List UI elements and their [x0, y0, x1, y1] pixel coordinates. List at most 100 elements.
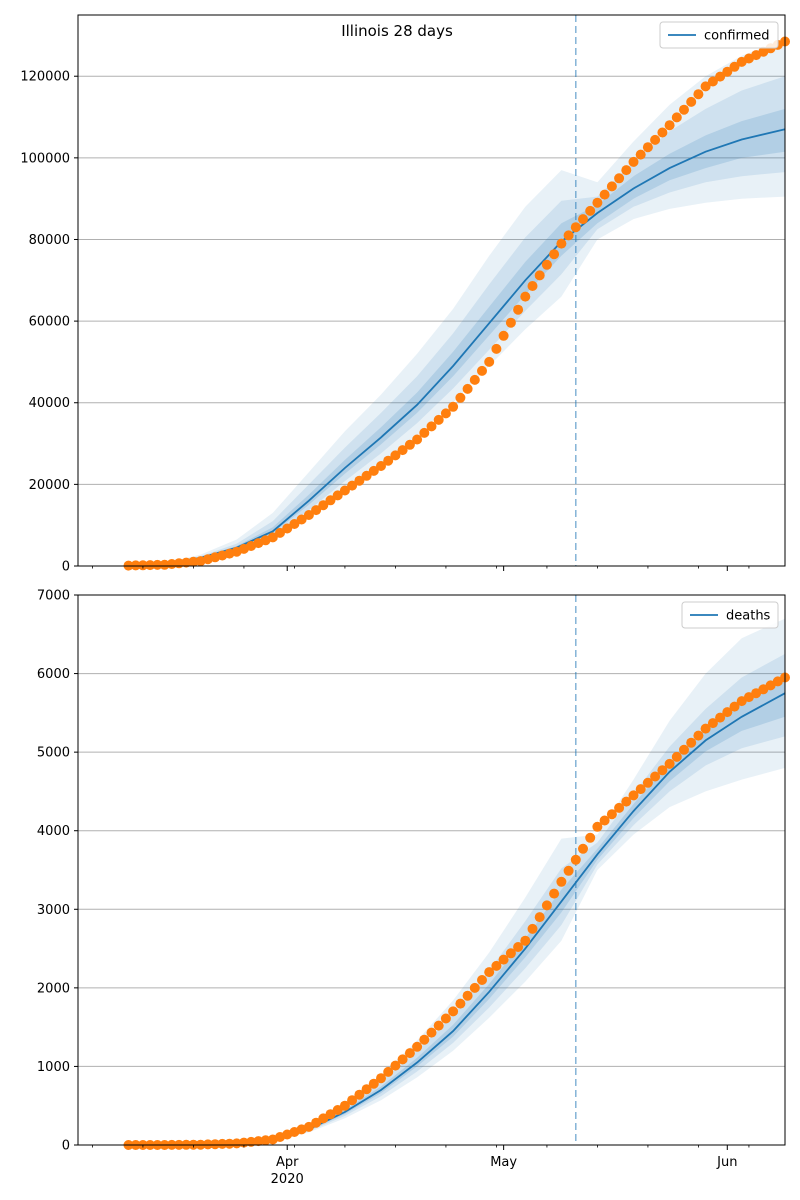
observed-point — [491, 343, 502, 354]
observed-point — [671, 751, 682, 762]
legend-box — [659, 21, 779, 49]
observed-point — [715, 712, 726, 723]
observed-point — [657, 765, 668, 776]
observed-point — [347, 1095, 358, 1106]
axes-frame — [77, 14, 786, 567]
uncertainty-band — [128, 618, 785, 1145]
observed-point — [217, 1138, 228, 1149]
observed-point — [527, 281, 538, 291]
observed-point — [570, 854, 581, 865]
observed-point — [448, 1006, 459, 1017]
observed-point — [635, 784, 646, 795]
observed-point — [433, 1020, 444, 1031]
observed-point — [628, 156, 639, 167]
observed-point — [592, 197, 603, 208]
observed-point — [722, 707, 733, 718]
observed-point — [477, 975, 487, 985]
x-tick-label: May — [490, 1155, 517, 1170]
observed-point — [390, 450, 401, 461]
observed-point — [650, 134, 661, 145]
observed-point — [679, 104, 689, 115]
y-tick-label: 3000 — [37, 903, 70, 918]
observed-point — [383, 455, 394, 466]
observed-point — [585, 832, 596, 843]
observed-point — [412, 434, 423, 445]
uncertainty-band — [128, 653, 785, 1145]
observed-point — [267, 532, 278, 543]
observed-point — [448, 401, 459, 412]
observed-point — [686, 737, 697, 748]
observed-point — [477, 365, 487, 376]
observed-point — [275, 527, 285, 538]
observed-point — [751, 688, 762, 699]
observed-point — [628, 790, 639, 801]
y-tick-label: 2000 — [37, 981, 70, 996]
observed-point — [505, 948, 516, 959]
observed-point — [498, 330, 509, 341]
observed-point — [318, 500, 329, 511]
observed-point — [491, 960, 502, 971]
observed-point — [455, 998, 466, 1009]
observed-point — [455, 392, 466, 403]
observed-point — [729, 61, 740, 72]
y-tick-label: 0 — [62, 1139, 70, 1154]
observed-point — [715, 71, 726, 82]
observed-point — [145, 560, 156, 571]
observed-point — [404, 439, 415, 450]
observed-point — [729, 701, 740, 712]
observed-point — [671, 112, 682, 123]
observed-point — [469, 374, 480, 385]
observed-point — [642, 777, 653, 788]
y-tick-label: 40000 — [29, 396, 70, 411]
observed-point — [599, 815, 610, 826]
observed-point — [635, 149, 646, 160]
observed-point — [498, 954, 509, 965]
y-tick-label: 100000 — [20, 151, 70, 166]
observed-point — [693, 730, 704, 741]
figure-title: Illinois 28 days — [341, 22, 453, 40]
observed-point — [513, 942, 524, 952]
observed-point — [419, 1034, 430, 1045]
confirmed-panel: 0 20000 40000 60000 80000 100000 120000 confirm… — [20, 14, 790, 575]
observed-point — [404, 1048, 415, 1059]
observed-point — [693, 89, 704, 100]
observed-point — [505, 317, 516, 328]
legend-label: confirmed — [704, 29, 770, 44]
observed-point — [311, 1117, 322, 1128]
observed-point — [679, 744, 689, 755]
observed-point — [397, 445, 408, 456]
observed-point — [541, 259, 552, 270]
legend: confirmed — [659, 21, 779, 49]
observed-point — [361, 470, 372, 481]
observed-point — [152, 559, 163, 570]
axes-frame — [77, 594, 786, 1146]
observed-point — [433, 414, 444, 425]
observed-point — [570, 222, 581, 233]
observed-point — [202, 1139, 213, 1150]
observed-point — [383, 1066, 394, 1077]
observed-point — [462, 383, 473, 394]
uncertainty-band — [128, 76, 785, 566]
observed-point — [722, 66, 733, 77]
observed-point — [137, 560, 148, 571]
observed-point — [657, 127, 668, 138]
observed-point — [664, 120, 675, 131]
x-tick-label: Jun — [716, 1155, 737, 1170]
observed-point — [484, 356, 495, 367]
observed-point — [599, 189, 610, 200]
observed-point — [621, 165, 632, 176]
observed-point — [440, 1013, 451, 1024]
observed-point — [642, 142, 653, 153]
observed-point — [606, 181, 617, 192]
observed-point — [347, 480, 358, 491]
y-tick-label: 6000 — [37, 667, 70, 682]
observed-point — [354, 475, 365, 486]
observed-point — [361, 1084, 372, 1095]
observed-point — [303, 510, 314, 520]
observed-point — [578, 843, 588, 854]
observed-point — [556, 876, 567, 887]
observed-point — [282, 523, 293, 534]
observed-point — [397, 1054, 408, 1065]
observed-point — [513, 304, 524, 315]
observed-point — [426, 421, 437, 432]
